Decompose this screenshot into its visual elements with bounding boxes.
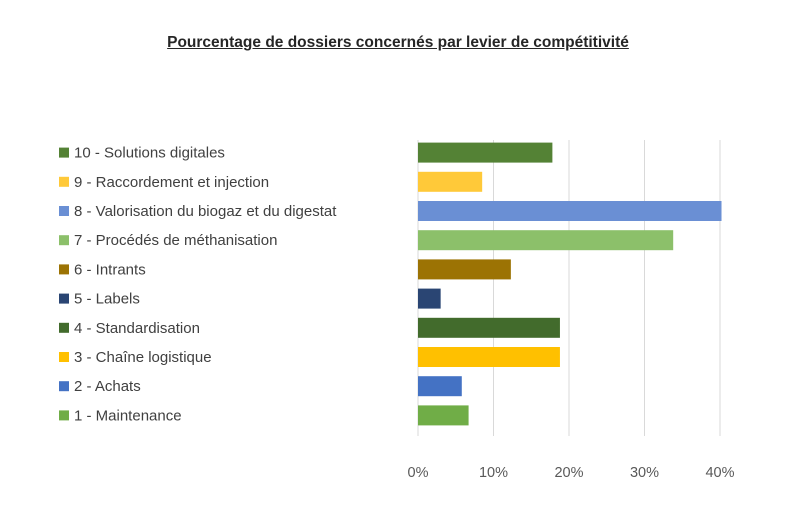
legend-swatch: [59, 293, 69, 304]
chart-title: Pourcentage de dossiers concernés par le…: [167, 34, 629, 51]
x-tick-label: 30%: [630, 465, 659, 481]
legend-label: 10 - Solutions digitales: [74, 145, 225, 162]
bar: [418, 405, 469, 426]
bar: [418, 288, 441, 309]
legend-swatch: [59, 206, 69, 216]
bar: [418, 317, 560, 338]
legend-swatch: [59, 264, 69, 275]
legend-label: 1 - Maintenance: [74, 407, 182, 424]
bar: [418, 171, 483, 192]
legend-label: 6 - Intrants: [74, 261, 146, 278]
legend-label: 3 - Chaîne logistique: [74, 349, 212, 366]
x-tick-label: 40%: [705, 465, 734, 481]
bar: [418, 201, 722, 221]
bar: [418, 347, 560, 367]
bar: [418, 142, 553, 163]
x-tick-label: 10%: [479, 465, 508, 481]
bar: [418, 376, 462, 397]
bar: [418, 259, 511, 280]
legend-label: 5 - Labels: [74, 291, 140, 308]
legend-swatch: [59, 235, 69, 246]
legend-swatch: [59, 147, 69, 158]
legend-swatch: [59, 176, 69, 187]
legend-swatch: [59, 381, 69, 392]
bar: [418, 230, 674, 251]
x-tick-label: 0%: [408, 465, 429, 481]
legend-swatch: [59, 410, 69, 421]
legend-swatch: [59, 352, 69, 362]
legend-label: 9 - Raccordement et injection: [74, 174, 269, 191]
legend-swatch: [59, 322, 69, 333]
legend-label: 7 - Procédés de méthanisation: [74, 232, 277, 249]
legend-label: 8 - Valorisation du biogaz et du digesta…: [74, 203, 337, 220]
x-tick-label: 20%: [554, 465, 583, 481]
legend-label: 2 - Achats: [74, 378, 141, 395]
legend-label: 4 - Standardisation: [74, 320, 200, 337]
